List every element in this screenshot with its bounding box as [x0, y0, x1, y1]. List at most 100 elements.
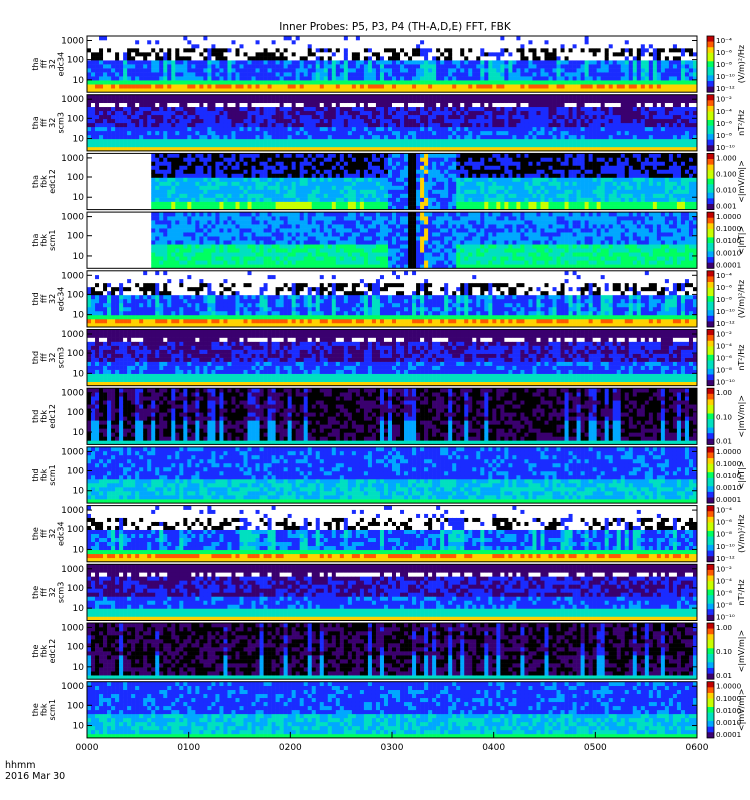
- heatmap-cell: [632, 44, 638, 49]
- heatmap-cell: [476, 68, 481, 73]
- heatmap-cell: [532, 106, 537, 112]
- heatmap-cell: [379, 110, 385, 116]
- heatmap-cell: [355, 98, 361, 104]
- heatmap-cell: [275, 197, 280, 202]
- heatmap-cell: [143, 114, 148, 120]
- heatmap-cell: [347, 52, 353, 57]
- heatmap-cell: [576, 52, 581, 57]
- heatmap-cell: [307, 177, 313, 182]
- heatmap-cell: [107, 114, 112, 120]
- heatmap-cell: [111, 36, 116, 41]
- heatmap-cell: [299, 94, 305, 100]
- heatmap-cell: [191, 181, 196, 186]
- heatmap-cell: [323, 177, 329, 182]
- heatmap-cell: [472, 52, 477, 57]
- heatmap-cell: [504, 110, 509, 116]
- heatmap-cell: [500, 98, 505, 104]
- heatmap-cell: [532, 134, 537, 140]
- heatmap-cell: [568, 118, 573, 124]
- heatmap-cell: [215, 56, 220, 61]
- heatmap-cell: [215, 84, 220, 89]
- heatmap-cell: [159, 60, 164, 65]
- heatmap-cell: [303, 165, 309, 170]
- heatmap-cell: [163, 114, 168, 120]
- heatmap-cell: [159, 134, 164, 140]
- heatmap-cell: [504, 94, 509, 100]
- heatmap-cell: [468, 130, 473, 136]
- heatmap-cell: [572, 138, 577, 144]
- heatmap-cell: [420, 102, 425, 108]
- heatmap-cell: [516, 48, 521, 53]
- heatmap-cell: [568, 142, 573, 148]
- heatmap-cell: [335, 52, 341, 57]
- heatmap-cell: [592, 80, 597, 85]
- heatmap-cell: [159, 197, 164, 202]
- heatmap-cell: [355, 76, 361, 81]
- heatmap-cell: [283, 114, 288, 120]
- heatmap-cell: [223, 36, 228, 41]
- heatmap-cell: [672, 84, 678, 89]
- heatmap-cell: [159, 185, 164, 190]
- heatmap-cell: [107, 88, 112, 93]
- heatmap-cell: [351, 56, 357, 61]
- heatmap-cell: [416, 134, 421, 140]
- heatmap-cell: [604, 76, 610, 81]
- heatmap-cell: [612, 134, 618, 140]
- heatmap-cell: [628, 102, 634, 108]
- heatmap-cell: [488, 40, 493, 45]
- heatmap-cell: [424, 52, 429, 57]
- heatmap-cell: [672, 98, 678, 104]
- heatmap-cell: [692, 40, 698, 45]
- heatmap-cell: [504, 130, 509, 136]
- heatmap-cell: [652, 142, 658, 148]
- heatmap-cell: [255, 205, 260, 210]
- heatmap-cell: [432, 146, 437, 152]
- heatmap-cell: [315, 60, 321, 65]
- heatmap-cell: [219, 40, 224, 45]
- heatmap-cell: [608, 94, 614, 100]
- heatmap-cell: [199, 161, 204, 166]
- heatmap-cell: [311, 68, 317, 73]
- heatmap-cell: [195, 118, 200, 124]
- heatmap-cell: [600, 80, 605, 85]
- heatmap-cell: [536, 134, 541, 140]
- heatmap-cell: [211, 48, 216, 53]
- heatmap-cell: [207, 122, 212, 128]
- heatmap-cell: [500, 138, 505, 144]
- heatmap-cell: [163, 201, 168, 206]
- heatmap-cell: [688, 98, 694, 104]
- heatmap-cell: [692, 36, 698, 41]
- heatmap-cell: [692, 98, 698, 104]
- heatmap-cell: [500, 126, 505, 132]
- heatmap-cell: [363, 48, 369, 53]
- heatmap-cell: [496, 142, 501, 148]
- heatmap-cell: [287, 146, 292, 152]
- heatmap-cell: [688, 52, 694, 57]
- heatmap-cell: [355, 146, 361, 152]
- heatmap-cell: [351, 118, 357, 124]
- heatmap-cell: [664, 40, 670, 45]
- heatmap-cell: [379, 76, 385, 81]
- heatmap-cell: [612, 130, 618, 136]
- heatmap-cell: [412, 48, 417, 53]
- heatmap-cell: [243, 146, 248, 152]
- heatmap-cell: [223, 88, 228, 93]
- heatmap-cell: [468, 80, 473, 85]
- heatmap-cell: [167, 60, 172, 65]
- heatmap-cell: [327, 189, 333, 194]
- heatmap-cell: [155, 44, 160, 49]
- heatmap-cell: [448, 52, 453, 57]
- colorbar-frame: [706, 35, 715, 93]
- heatmap-cell: [315, 122, 321, 128]
- heatmap-cell: [339, 98, 345, 104]
- heatmap-cell: [608, 88, 614, 93]
- heatmap-cell: [91, 84, 96, 89]
- heatmap-cell: [295, 122, 300, 128]
- heatmap-cell: [263, 177, 268, 182]
- heatmap-cell: [175, 68, 180, 73]
- heatmap-cell: [179, 40, 184, 45]
- heatmap-cell: [103, 106, 108, 112]
- heatmap-cell: [592, 40, 597, 45]
- heatmap-cell: [175, 52, 180, 57]
- heatmap-cell: [512, 40, 517, 45]
